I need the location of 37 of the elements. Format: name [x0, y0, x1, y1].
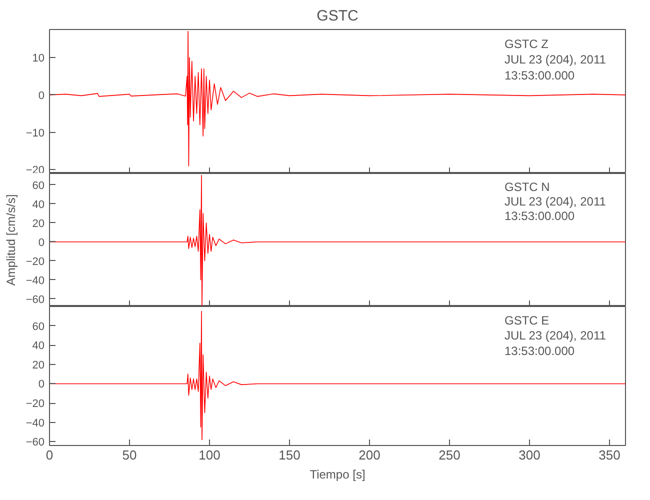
annotation: GSTC Z — [504, 36, 548, 51]
y-tick-label: −20 — [26, 256, 45, 268]
line-series — [50, 30, 626, 166]
y-tick-label: −20 — [26, 398, 45, 410]
y-tick-label: −60 — [26, 436, 45, 449]
annotation: JUL 23 (204), 2011 — [504, 52, 606, 67]
y-tick-label: 10 — [32, 52, 45, 65]
y-tick-label: −40 — [26, 274, 45, 287]
annotation: JUL 23 (204), 2011 — [504, 328, 606, 343]
annotation: 13:53:00.000 — [504, 209, 575, 224]
y-tick-label: 40 — [32, 198, 45, 211]
annotation: GSTC E — [504, 313, 550, 328]
x-tick-label: 50 — [122, 448, 137, 462]
annotation: JUL 23 (204), 2011 — [504, 194, 606, 208]
y-tick-label: 20 — [32, 218, 45, 230]
chart-title: GSTC — [316, 8, 358, 24]
x-axis-title: Tiempo [s] — [310, 468, 366, 482]
y-tick-label: 0 — [38, 378, 45, 391]
annotation: 13:53:00.000 — [504, 344, 575, 358]
y-tick-label: −40 — [26, 417, 45, 430]
x-tick-label: 150 — [278, 448, 300, 462]
y-tick-label: 60 — [32, 320, 45, 333]
annotation: 13:53:00.000 — [504, 68, 575, 83]
x-tick-label: 100 — [198, 448, 220, 462]
y-tick-label: 20 — [32, 359, 45, 372]
x-tick-label: 250 — [438, 448, 460, 462]
x-tick-label: 200 — [358, 448, 380, 462]
y-tick-label: 40 — [32, 340, 45, 352]
annotation: GSTC N — [504, 180, 550, 194]
y-tick-label: 0 — [38, 236, 45, 249]
x-tick-label: 300 — [518, 448, 540, 462]
y-axis-title: Amplitud [cm/s/s] — [4, 194, 18, 286]
y-tick-label: 60 — [32, 180, 45, 192]
y-tick-label: −10 — [26, 127, 45, 140]
y-tick-label: −60 — [26, 294, 45, 306]
y-tick-label: 0 — [38, 90, 45, 102]
x-tick-label: 350 — [598, 448, 620, 462]
